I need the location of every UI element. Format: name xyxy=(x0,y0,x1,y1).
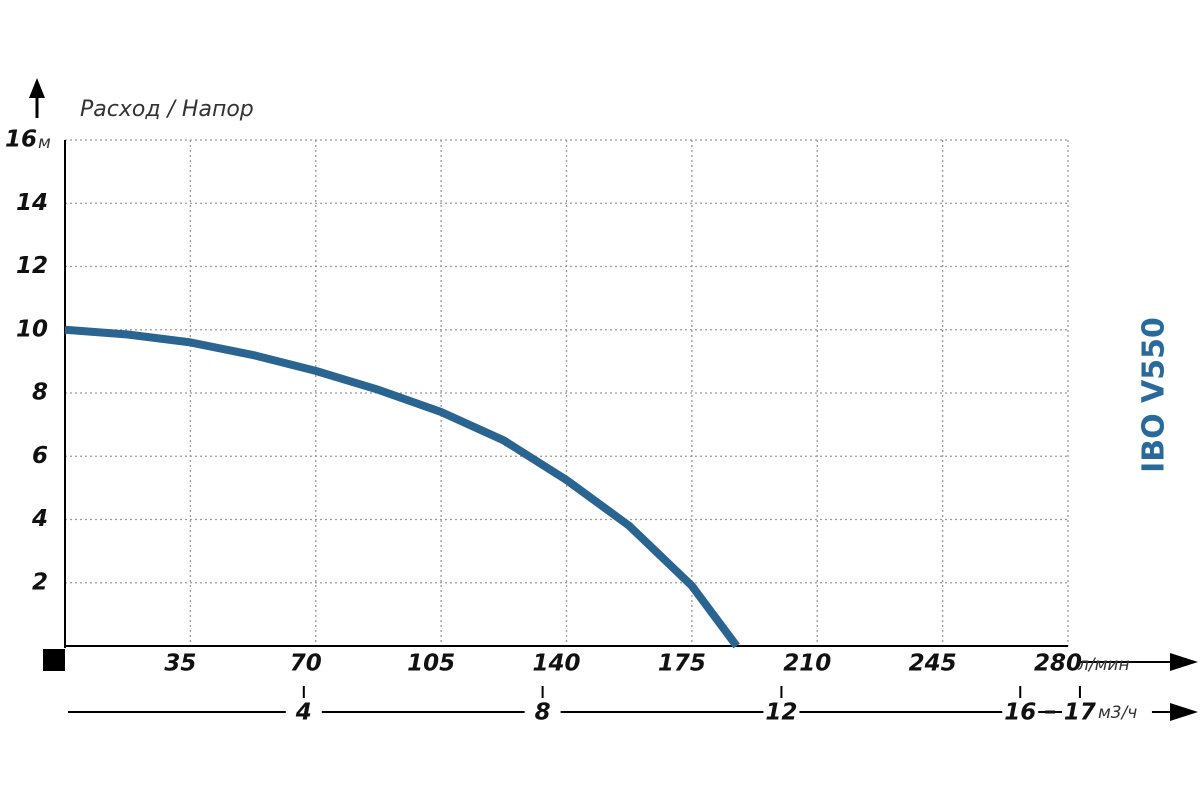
x2-tick-label: 12 xyxy=(765,700,797,726)
x-tick-label: 175 xyxy=(658,651,706,677)
x2-tick-label: 16 xyxy=(1004,700,1036,726)
x-tick-label: 210 xyxy=(783,651,831,677)
x-axis-arrow xyxy=(1170,653,1198,671)
y-tick-label: 6 xyxy=(32,443,48,469)
y-tick-label: 4 xyxy=(31,506,48,532)
x2-label-gap xyxy=(524,698,561,726)
x2-label-gap xyxy=(285,698,322,726)
x-tick-label: 280 xyxy=(1034,651,1082,677)
y-tick-label: 16 xyxy=(5,127,37,153)
y-tick-label: 2 xyxy=(32,569,48,595)
x2-label-gap xyxy=(763,698,800,726)
chart-title: Расход / Напор xyxy=(80,97,254,122)
y-tick-label: 8 xyxy=(32,380,48,406)
x-tick-label: 105 xyxy=(407,651,455,677)
origin-square xyxy=(43,649,65,671)
x2-axis-arrow xyxy=(1170,703,1198,721)
x2-tick-label: 8 xyxy=(535,700,551,726)
side-label: IBO V550 xyxy=(1137,317,1172,473)
x2-tick-label: 17 xyxy=(1064,700,1096,726)
x2-tick-label: 4 xyxy=(295,700,312,726)
x2-unit: м3/ч xyxy=(1098,703,1137,723)
y-tick-label: 14 xyxy=(16,190,48,216)
x-tick-label: 245 xyxy=(909,651,957,677)
x-tick-label: 70 xyxy=(290,651,322,677)
x-unit: л/мин xyxy=(1077,655,1130,675)
x2-label-gap xyxy=(1002,698,1039,726)
y-unit: м xyxy=(38,133,51,153)
y-tick-label: 12 xyxy=(16,253,48,279)
y-axis-arrow xyxy=(29,78,45,98)
x2-unit-gap xyxy=(1095,700,1152,724)
x-tick-label: 35 xyxy=(164,651,196,677)
x-tick-label: 140 xyxy=(532,651,580,677)
x2-label-gap xyxy=(1061,698,1098,726)
y-tick-label: 10 xyxy=(16,316,48,342)
curve xyxy=(64,325,740,649)
